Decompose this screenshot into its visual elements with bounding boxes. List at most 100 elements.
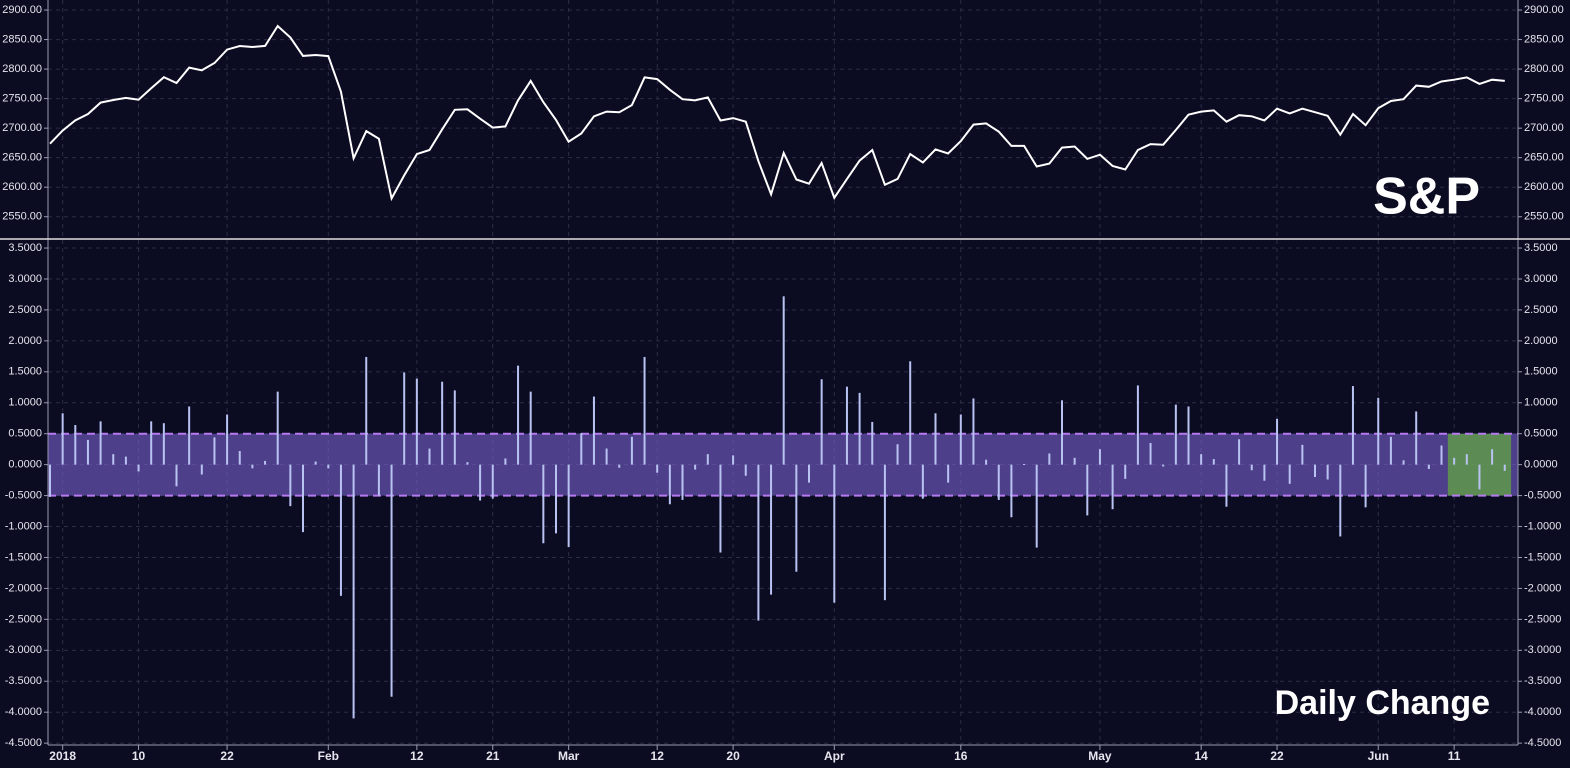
bar: [1124, 464, 1127, 479]
y-tick-label: -2.0000: [5, 582, 42, 594]
bar: [757, 464, 760, 621]
bar: [1263, 464, 1266, 481]
bar: [1035, 464, 1038, 548]
y2-tick-label: -3.0000: [1524, 644, 1561, 656]
y2-tick-label: 1.5000: [1524, 366, 1558, 378]
bar: [251, 464, 254, 469]
x-tick-label: 12: [410, 749, 424, 763]
bar: [808, 464, 810, 483]
y-tick-label: 2750.00: [2, 93, 42, 105]
y-tick-label: 2700.00: [2, 122, 42, 134]
y2-tick-label: 2.0000: [1524, 335, 1558, 347]
x-tick-label: 11: [1448, 749, 1461, 763]
x-tick-label: 22: [1270, 749, 1284, 763]
bar: [871, 421, 874, 465]
bar: [1440, 445, 1443, 465]
y2-tick-label: -1.0000: [1524, 520, 1561, 532]
bar: [1225, 464, 1228, 507]
bar: [226, 414, 229, 465]
y-tick-label: 2550.00: [2, 211, 42, 223]
bar: [1389, 436, 1392, 465]
bar: [112, 454, 115, 465]
bar: [959, 414, 962, 465]
bar: [782, 296, 785, 465]
x-tick-label: 14: [1194, 749, 1208, 763]
y-tick-label: 3.5000: [8, 242, 42, 254]
bar: [896, 444, 899, 465]
y-tick-label: 0.0000: [8, 459, 42, 471]
bar: [1111, 464, 1114, 510]
bar: [1503, 464, 1506, 471]
x-tick-label: 16: [954, 749, 968, 763]
x-tick-label: Jun: [1368, 749, 1389, 763]
y-tick-label: 2.5000: [8, 304, 42, 316]
y2-tick-label: 2650.00: [1524, 152, 1564, 164]
x-tick-label: 22: [220, 749, 234, 763]
y-tick-label: 0.5000: [8, 428, 42, 440]
x-tick-label: 20: [726, 749, 740, 763]
y-tick-label: 3.0000: [8, 273, 42, 285]
bar: [1415, 411, 1418, 465]
bar: [845, 386, 848, 465]
panel-annotation: S&P: [1373, 168, 1480, 226]
bar: [1250, 464, 1253, 471]
bar: [1314, 464, 1316, 478]
bar: [238, 451, 241, 465]
x-tick-label: Apr: [824, 749, 845, 763]
bar: [365, 356, 368, 465]
bar: [1073, 457, 1076, 465]
y-tick-label: -3.0000: [5, 644, 42, 656]
y2-tick-label: 3.0000: [1524, 273, 1558, 285]
bar: [162, 423, 165, 465]
bar: [339, 464, 342, 596]
bar: [668, 464, 671, 505]
bar: [49, 464, 51, 497]
bar: [276, 391, 279, 465]
bar: [681, 464, 684, 500]
y2-tick-label: 1.0000: [1524, 397, 1558, 409]
bar: [61, 413, 64, 465]
bar: [567, 464, 570, 547]
bar: [264, 460, 267, 465]
bar: [1048, 453, 1051, 465]
bar: [1453, 457, 1456, 465]
y-tick-label: -0.5000: [5, 490, 42, 502]
y-tick-label: 2900.00: [2, 4, 42, 16]
y-tick-label: -4.0000: [5, 706, 42, 718]
bar: [795, 464, 798, 572]
y-tick-label: -1.5000: [5, 551, 42, 563]
bar: [529, 391, 532, 465]
bar: [580, 433, 583, 465]
y2-tick-label: -1.5000: [1524, 551, 1561, 563]
bar: [1478, 464, 1481, 490]
bar: [630, 436, 633, 465]
bar: [302, 464, 304, 533]
bar: [1326, 464, 1329, 480]
bar: [137, 464, 140, 472]
x-tick-label: May: [1088, 749, 1112, 763]
bar: [1402, 460, 1405, 465]
x-tick-label: Mar: [558, 749, 580, 763]
x-tick-label: Feb: [318, 749, 339, 763]
bar: [1276, 418, 1279, 465]
bar: [1174, 404, 1177, 465]
y-tick-label: 2800.00: [2, 63, 42, 75]
y-tick-label: 2650.00: [2, 152, 42, 164]
y2-tick-label: -3.5000: [1524, 675, 1561, 687]
bar: [732, 455, 735, 465]
bar: [1187, 406, 1190, 465]
bar: [1364, 464, 1367, 508]
y-tick-label: 2.0000: [8, 335, 42, 347]
y2-tick-label: -4.0000: [1524, 706, 1561, 718]
bar: [706, 454, 709, 465]
y-tick-label: -1.0000: [5, 520, 42, 532]
bar: [453, 390, 456, 465]
y2-tick-label: -2.0000: [1524, 582, 1561, 594]
y2-tick-label: 2550.00: [1524, 211, 1564, 223]
bar: [555, 464, 557, 534]
bar: [909, 361, 912, 465]
bar: [99, 421, 102, 465]
bar: [390, 464, 393, 697]
bar: [188, 406, 191, 465]
